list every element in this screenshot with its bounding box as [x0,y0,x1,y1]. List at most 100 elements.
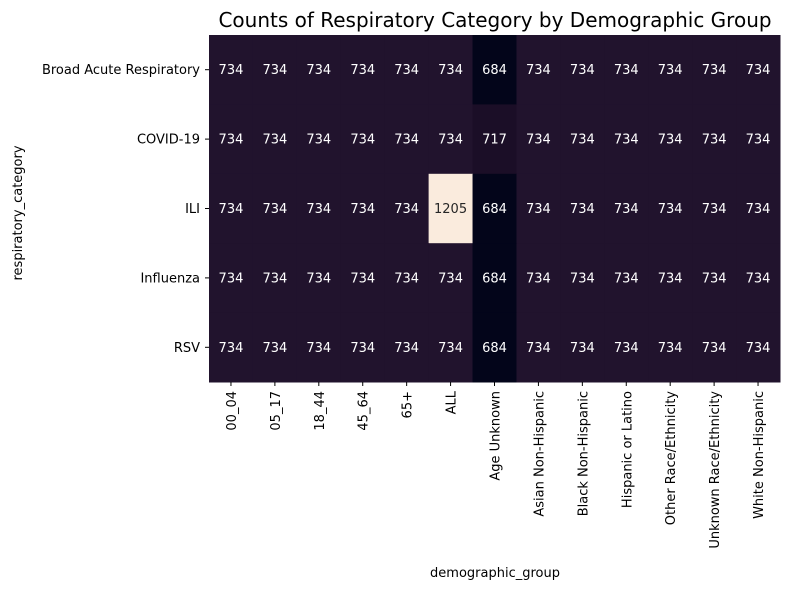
cell-value-label: 734 [746,133,771,148]
heatmap-cell [209,312,254,383]
x-tick-label: White Non-Hispanic [752,391,767,519]
cell-value-label: 734 [526,341,551,356]
heatmap-cell [560,312,605,383]
cell-value-label: 684 [482,271,507,286]
cell-value-label: 684 [482,202,507,217]
cell-value-label: 734 [570,202,595,217]
cell-value-label: 734 [219,341,244,356]
cell-value-label: 734 [394,63,419,78]
x-tick-label: 05_17 [269,391,284,431]
heatmap-cell [648,104,693,175]
heatmap-cell [648,243,693,314]
cell-value-label: 734 [219,271,244,286]
cell-value-label: 734 [262,271,287,286]
y-tick-label: ILI [185,202,200,217]
heatmap-cell [209,243,254,314]
heatmap-cell [384,104,430,175]
heatmap-cell [736,243,781,314]
cell-value-label: 734 [614,133,639,148]
x-tick-label: Black Non-Hispanic [576,391,591,516]
cell-value-label: 734 [570,341,595,356]
chart-title: Counts of Respiratory Category by Demogr… [218,8,771,32]
heatmap-cell [516,243,561,314]
cell-value-label: 734 [306,271,331,286]
x-tick-label: 00_04 [225,391,240,431]
heatmap-cell [648,35,693,105]
cell-value-label: 717 [482,133,507,148]
heatmap-cell [604,173,649,244]
heatmap-cell [604,35,649,105]
x-tick-labels: 00_04 05_17 18_44 45_64 65+ ALL Age Unknown Asi… [225,382,767,549]
cell-value-label: 734 [438,133,463,148]
heatmap-cell [560,104,605,175]
cell-value-label: 734 [219,202,244,217]
y-tick-labels: Broad Acute Respiratory COVID-19 ILI Influe… [42,63,209,356]
cell-value-label: 734 [394,271,419,286]
heatmap-cell [472,312,517,383]
heatmap-cell [736,104,781,175]
cell-value-label: 734 [658,202,683,217]
cell-value-label: 734 [219,133,244,148]
heatmap-cell [340,312,386,383]
heatmap-cell [472,35,517,105]
heatmap-cell [472,243,517,314]
cell-value-label: 734 [746,202,771,217]
heatmap-cell [560,243,605,314]
x-tick-label: Other Race/Ethnicity [664,391,679,526]
heatmap-cell [428,243,474,314]
heatmap-cell [736,35,781,105]
heatmap-cell [252,243,298,314]
cell-value-label: 734 [746,63,771,78]
cell-value-label: 734 [702,63,727,78]
heatmap-cell [252,173,298,244]
cell-value-label: 734 [262,202,287,217]
heatmap-cell [340,243,386,314]
heatmap-cell [384,35,430,105]
x-tick-label: 18_44 [313,391,328,431]
heatmap-cell [516,173,561,244]
x-tick-label: Unknown Race/Ethnicity [708,391,723,549]
x-tick-label: ALL [445,390,460,414]
cell-value-label: 734 [702,271,727,286]
cell-value-label: 734 [219,63,244,78]
y-axis-label: respiratory_category [11,145,26,280]
cell-value-label: 734 [394,133,419,148]
cell-value-label: 734 [262,341,287,356]
cell-value-label: 734 [570,271,595,286]
cell-value-label: 734 [614,271,639,286]
cell-value-label: 734 [658,341,683,356]
heatmap-cell [692,173,737,244]
heatmap-cell [516,312,561,383]
y-tick-label: Influenza [140,271,200,286]
heatmap-cell [296,312,342,383]
heatmap-cell [692,35,737,105]
heatmap-cell [252,312,298,383]
cell-value-label: 684 [482,63,507,78]
cell-value-label: 734 [306,63,331,78]
heatmap-cell [648,312,693,383]
cell-value-label: 734 [394,202,419,217]
heatmap-cell [296,35,342,105]
heatmap-cell [560,35,605,105]
cell-value-label: 734 [702,202,727,217]
cell-value-label: 734 [306,202,331,217]
cell-value-label: 734 [614,341,639,356]
cell-value-label: 734 [658,271,683,286]
y-tick-label: RSV [174,341,200,356]
x-tick-label: 45_64 [357,391,372,431]
heatmap-cell [384,243,430,314]
heatmap-cell [209,173,254,244]
cell-value-label: 734 [306,133,331,148]
y-tick-label: Broad Acute Respiratory [42,63,200,78]
heatmap-cell [340,104,386,175]
heatmap-cell [428,35,474,105]
x-tick-label: Asian Non-Hispanic [532,391,547,517]
heatmap-cell [252,35,298,105]
heatmap-cell [736,173,781,244]
cell-value-label: 734 [614,63,639,78]
heatmap-cell [692,104,737,175]
cell-value-label: 734 [350,271,375,286]
cell-value-label: 734 [350,202,375,217]
cell-value-label: 734 [570,133,595,148]
